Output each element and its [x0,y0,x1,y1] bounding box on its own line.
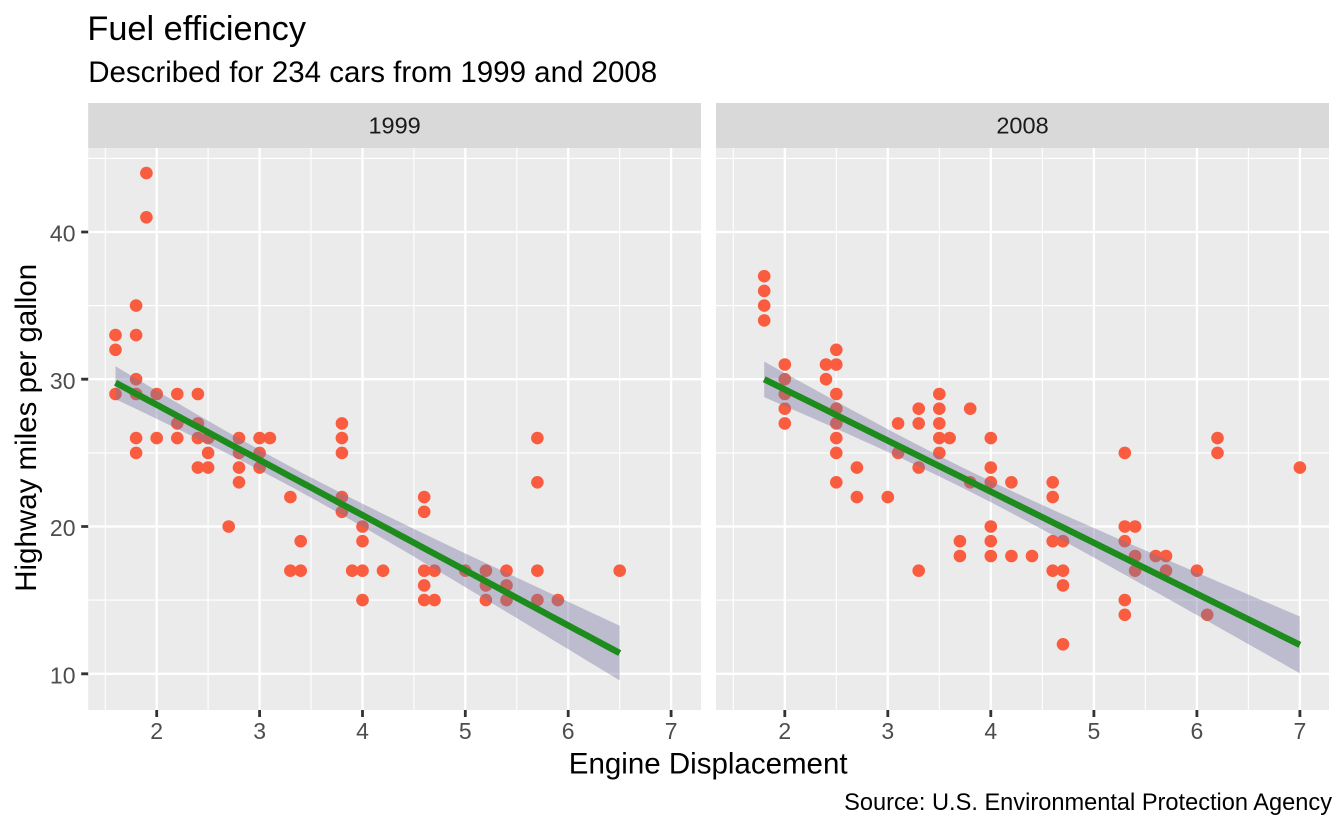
svg-text:7: 7 [665,718,678,744]
svg-text:1999: 1999 [368,113,420,139]
svg-text:7: 7 [1294,718,1307,744]
svg-text:3: 3 [253,718,266,744]
svg-text:Fuel efficiency: Fuel efficiency [87,10,306,48]
svg-text:6: 6 [562,718,575,744]
svg-text:Source: U.S. Environmental Pro: Source: U.S. Environmental Protection Ag… [844,790,1332,816]
svg-text:Highway miles per gallon: Highway miles per gallon [10,264,43,592]
svg-text:5: 5 [1088,718,1101,744]
svg-text:40: 40 [50,221,76,247]
svg-text:Described for 234 cars from 19: Described for 234 cars from 1999 and 200… [88,56,657,89]
svg-text:30: 30 [50,368,76,394]
svg-text:20: 20 [50,515,76,541]
svg-text:2008: 2008 [996,113,1048,139]
svg-text:5: 5 [459,718,472,744]
svg-text:4: 4 [356,718,369,744]
svg-text:10: 10 [50,662,76,688]
svg-text:4: 4 [984,718,997,744]
svg-text:2: 2 [778,718,791,744]
svg-text:6: 6 [1191,718,1204,744]
svg-text:Engine Displacement: Engine Displacement [569,748,848,781]
svg-text:3: 3 [881,718,894,744]
svg-text:2: 2 [150,718,163,744]
